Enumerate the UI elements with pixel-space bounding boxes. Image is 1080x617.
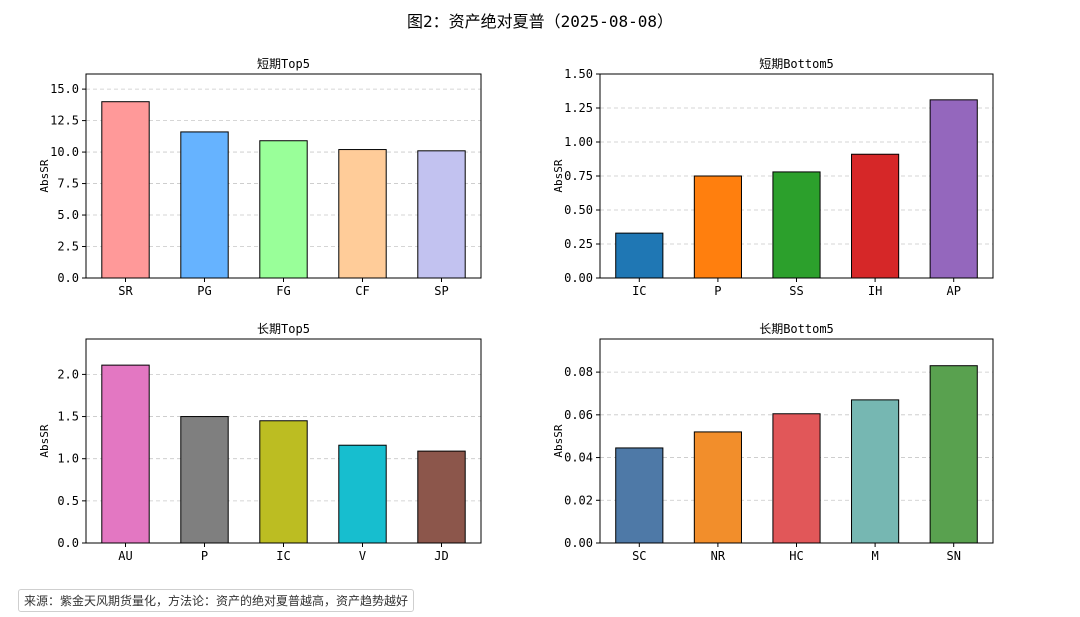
- chart-panel-1: 0.0 2.5 5.0 7.5 10.0 12.5 15.0 SR PG FG CF SP 短期Top5…: [38, 57, 482, 298]
- axes-frame: [599, 73, 994, 279]
- y-tick-label: 0.02: [564, 493, 593, 507]
- y-tick-label: 10.0: [50, 145, 79, 159]
- panel-title: 短期Top5: [257, 57, 310, 71]
- y-axis-label: AbsSR: [552, 159, 565, 192]
- x-tick-label: HC: [789, 549, 803, 563]
- y-tick-label: 0.04: [564, 451, 593, 465]
- bar-JD: [417, 450, 466, 544]
- y-tick-label: 1.0: [57, 452, 79, 466]
- y-tick-label: 12.5: [50, 114, 79, 128]
- x-tick-label: SS: [789, 284, 803, 298]
- y-tick-label: 0.06: [564, 408, 593, 422]
- x-tick-label: V: [359, 549, 366, 563]
- y-tick-label: 2.0: [57, 367, 79, 381]
- x-tick-label: CF: [355, 284, 369, 298]
- bar-SP: [417, 150, 466, 279]
- y-axis-label: AbsSR: [552, 424, 565, 457]
- x-tick-label: P: [714, 284, 721, 298]
- bar-P: [180, 416, 229, 544]
- chart-panel-4: 0.00 0.02 0.04 0.06 0.08 SC NR HC M SN 长期Bottom5 Ab…: [552, 322, 994, 563]
- y-tick-label: 1.50: [564, 67, 593, 81]
- y-tick-label: 0.75: [564, 169, 593, 183]
- bar-SC: [615, 447, 664, 544]
- y-tick-label: 0.50: [564, 203, 593, 217]
- y-tick-label: 0.0: [57, 271, 79, 285]
- bar-IH: [851, 153, 900, 279]
- x-tick-label: PG: [197, 284, 211, 298]
- y-tick-label: 0.5: [57, 494, 79, 508]
- y-tick-label: 1.00: [564, 135, 593, 149]
- bar-SR: [101, 101, 150, 279]
- x-tick-label: SR: [118, 284, 133, 298]
- x-tick-label: P: [201, 549, 208, 563]
- bar-M: [851, 399, 900, 544]
- axes-frame: [85, 338, 482, 544]
- y-tick-label: 7.5: [57, 177, 79, 191]
- x-tick-label: FG: [276, 284, 290, 298]
- chart-panel-3: 0.0 0.5 1.0 1.5 2.0 AU P IC V JD 长期Top5 AbsSR: [38, 322, 482, 563]
- bar-P: [693, 175, 742, 279]
- bar-SS: [772, 171, 821, 279]
- axes-frame: [599, 338, 994, 544]
- y-tick-label: 15.0: [50, 82, 79, 96]
- panel-title: 长期Top5: [257, 322, 310, 336]
- y-tick-label: 2.5: [57, 240, 79, 254]
- bar-AP: [929, 99, 978, 279]
- x-tick-label: SP: [434, 284, 448, 298]
- chart-panel-2: 0.00 0.25 0.50 0.75 1.00 1.25 1.50 IC P SS IH AP 短期B…: [552, 57, 994, 298]
- y-tick-label: 0.08: [564, 365, 593, 379]
- panel-title: 长期Bottom5: [759, 322, 834, 336]
- x-tick-label: AU: [118, 549, 132, 563]
- bar-PG: [180, 131, 229, 279]
- y-tick-label: 0.0: [57, 536, 79, 550]
- bar-NR: [693, 431, 742, 544]
- figure-title: 图2：资产绝对夏普（2025-08-08）: [407, 12, 673, 31]
- bar-IC: [259, 420, 308, 544]
- bar-SN: [929, 365, 978, 544]
- bar-CF: [338, 149, 387, 279]
- y-tick-label: 0.00: [564, 271, 593, 285]
- y-tick-label: 0.00: [564, 536, 593, 550]
- bar-V: [338, 444, 387, 544]
- x-tick-label: SC: [632, 549, 646, 563]
- x-tick-label: IC: [276, 549, 290, 563]
- x-tick-label: JD: [434, 549, 448, 563]
- bar-HC: [772, 413, 821, 544]
- source-note: 来源：紫金天风期货量化，方法论：资产的绝对夏普越高，资产趋势越好: [18, 589, 415, 612]
- panel-title: 短期Bottom5: [759, 57, 834, 71]
- y-tick-label: 0.25: [564, 237, 593, 251]
- axes-frame: [85, 73, 482, 279]
- x-tick-label: AP: [946, 284, 960, 298]
- y-tick-label: 1.25: [564, 101, 593, 115]
- bar-AU: [101, 364, 150, 544]
- x-tick-label: M: [871, 549, 878, 563]
- y-tick-label: 1.5: [57, 410, 79, 424]
- bar-IC: [615, 232, 664, 279]
- y-axis-label: AbsSR: [38, 424, 51, 457]
- x-tick-label: SN: [946, 549, 960, 563]
- x-tick-label: IC: [632, 284, 646, 298]
- x-tick-label: IH: [868, 284, 882, 298]
- x-tick-label: NR: [711, 549, 726, 563]
- bar-FG: [259, 140, 308, 279]
- y-tick-label: 5.0: [57, 208, 79, 222]
- y-axis-label: AbsSR: [38, 159, 51, 192]
